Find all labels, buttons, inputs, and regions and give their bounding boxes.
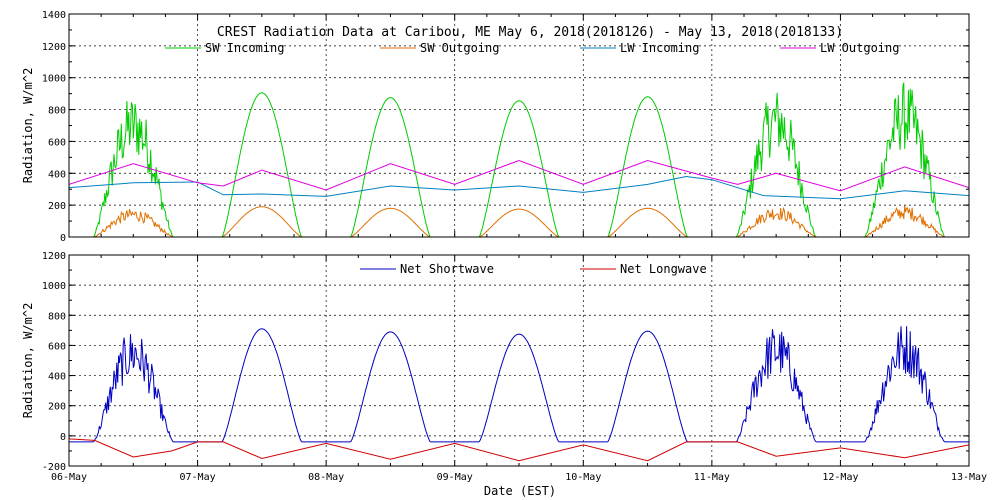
legend-label: SW Outgoing	[420, 41, 499, 55]
x-tick-label: 12-May	[822, 472, 858, 483]
chart-title: CREST Radiation Data at Caribou, ME May …	[217, 25, 843, 40]
plot-frame	[68, 254, 970, 467]
y-tick-label: 400	[48, 372, 66, 383]
series-line-net-longwave	[69, 438, 969, 462]
y-tick-label: 1200	[42, 42, 66, 53]
y-tick-label: 0	[60, 233, 66, 244]
y-tick-label: -200	[42, 462, 66, 473]
y-tick-label: 600	[48, 137, 66, 148]
plot-frame	[68, 13, 970, 238]
y-tick-label: 1200	[42, 251, 66, 262]
legend-label: LW Outgoing	[820, 41, 899, 55]
series-line-lw-outgoing	[69, 159, 969, 192]
x-tick-label: 09-May	[437, 472, 473, 483]
y-tick-label: 1400	[42, 10, 66, 21]
y-tick-label: 200	[48, 402, 66, 413]
x-axis-title: Date (EST)	[484, 484, 556, 498]
y-axis-title: Radiation, W/m^2	[21, 68, 35, 184]
y-tick-label: 1000	[42, 74, 66, 85]
legend-label: SW Incoming	[205, 41, 284, 55]
y-tick-label: 200	[48, 201, 66, 212]
x-axis: 06-May 07-May 08-May 09-May 10-May 11-May 12-M…	[51, 472, 987, 483]
x-tick-label: 11-May	[694, 472, 730, 483]
x-tick-label: 06-May	[51, 472, 87, 483]
bottom-panel: -200 0 200 400 600 800 1000 1200 Net Shortwave Ne…	[21, 251, 970, 473]
y-tick-label: 800	[48, 311, 66, 322]
top-panel: 0 200 400 600 800 1000 1200 1400 SW Incoming SW O…	[21, 10, 970, 244]
y-tick-label: 400	[48, 169, 66, 180]
legend-label: LW Incoming	[620, 41, 699, 55]
y-tick-label: 1000	[42, 281, 66, 292]
y-tick-label: 600	[48, 341, 66, 352]
series-line-sw-outgoing	[69, 205, 969, 237]
x-tick-label: 08-May	[308, 472, 344, 483]
legend-label: Net Longwave	[620, 262, 707, 276]
series-line-sw-incoming	[69, 82, 969, 237]
y-tick-label: 800	[48, 106, 66, 117]
x-tick-label: 10-May	[565, 472, 601, 483]
x-tick-label: 13-May	[951, 472, 987, 483]
y-axis-title: Radiation, W/m^2	[21, 303, 35, 419]
series-line-lw-incoming	[69, 175, 969, 200]
y-tick-label: 0	[60, 432, 66, 443]
legend-label: Net Shortwave	[400, 262, 494, 276]
series-line-net-shortwave	[69, 326, 969, 443]
x-tick-label: 07-May	[180, 472, 216, 483]
